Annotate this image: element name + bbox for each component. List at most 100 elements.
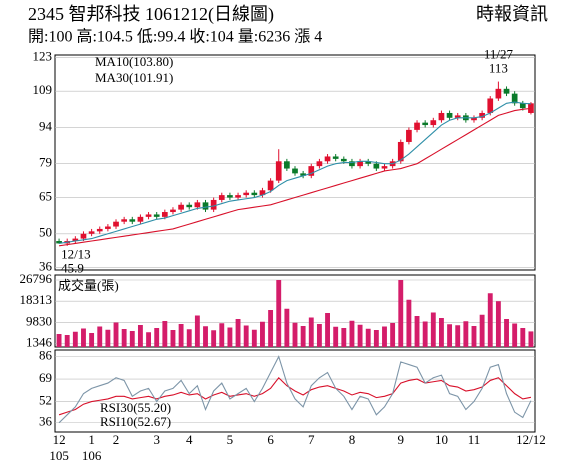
candle-body [414, 122, 420, 130]
volume-bar [406, 299, 412, 347]
volume-bar [219, 323, 225, 347]
volume-bar [251, 329, 257, 347]
volume-bar [520, 328, 526, 347]
volume-title: 成交量(張) [58, 278, 119, 293]
ma-line [58, 101, 531, 244]
rsi-line [58, 376, 532, 416]
volume-bar [292, 322, 298, 347]
candle-body [235, 195, 241, 198]
y-tick-label: 1346 [26, 335, 53, 350]
x-tick-label: 3 [153, 432, 160, 447]
candle-body [267, 180, 274, 191]
y-tick-label: 50 [39, 225, 52, 240]
x-tick-label: 12 [53, 432, 66, 447]
volume-bar [325, 313, 330, 347]
candle-body [88, 231, 95, 234]
subtitle: 開:100 高:104.5 低:99.4 收:104 量:6236 漲 4 [28, 28, 322, 46]
candle-body [80, 233, 87, 239]
y-tick-label: 69 [39, 370, 52, 385]
volume-bar [89, 333, 95, 347]
volume-bar [146, 332, 151, 347]
candle-body [438, 112, 445, 121]
volume-bar [105, 329, 111, 347]
volume-bar [235, 319, 241, 347]
volume-bar [439, 318, 444, 347]
volume-bar [504, 319, 509, 347]
volume-bar [390, 323, 396, 347]
candle-body [202, 202, 209, 210]
candle-body [300, 173, 306, 176]
volume-bar [414, 316, 420, 347]
candle-body [178, 204, 184, 210]
legend-entry: RSI10(52.67) [100, 414, 171, 429]
x-tick-label: 4 [186, 432, 193, 447]
volume-bar [72, 331, 78, 347]
candle-body [528, 103, 534, 113]
volume-bar [308, 317, 314, 347]
volume-bar [300, 326, 306, 347]
candle-body [56, 241, 62, 244]
volume-bar [260, 321, 265, 347]
candle-body [227, 195, 233, 198]
volume-bar [357, 324, 363, 347]
volume-bar [203, 326, 208, 347]
candle-body [357, 161, 363, 167]
volume-bar [243, 325, 249, 347]
y-tick-label: 9830 [26, 313, 52, 328]
volume-bar [211, 330, 217, 347]
x-tick-label: 7 [308, 432, 315, 447]
candle-body [397, 141, 404, 162]
volume-bar [170, 330, 176, 347]
candle-body [373, 163, 380, 169]
candle-body [218, 195, 225, 200]
y-tick-label: 109 [33, 82, 53, 97]
volume-bar [227, 327, 233, 347]
volume-bar [512, 323, 518, 347]
candle-body [495, 88, 502, 99]
volume-bar [455, 325, 461, 347]
candle-body [96, 228, 103, 232]
candle-body [72, 238, 79, 242]
rsi-line [58, 355, 532, 424]
volume-bar [479, 314, 485, 347]
volume-bar [276, 280, 282, 347]
volume-bar [463, 321, 469, 347]
candle-body [349, 161, 355, 167]
chart-title: 2345 智邦科技 1061212(日線圖) [28, 4, 274, 25]
volume-bar [447, 324, 453, 347]
candle-body [479, 112, 485, 118]
x-tick-label: 9 [398, 432, 405, 447]
candle-body [316, 161, 323, 167]
volume-bar [365, 328, 371, 347]
candle-body [153, 214, 160, 217]
candle-body [145, 214, 152, 217]
rsi-frame [54, 349, 536, 433]
volume-bar [333, 326, 339, 347]
volume-bar [382, 326, 387, 347]
volume-bar [341, 328, 347, 347]
ma-line [58, 107, 531, 247]
candle-body [406, 129, 412, 142]
candle-body [275, 161, 282, 181]
x-sublabel: 105 [49, 448, 69, 463]
x-tick-label: 11 [468, 432, 481, 447]
volume-bar [422, 321, 428, 347]
candle-body [210, 199, 217, 210]
candle-body [284, 161, 290, 169]
candle-body [503, 88, 510, 94]
volume-bar [398, 280, 404, 347]
volume-bar [186, 329, 192, 347]
volume-bar [528, 331, 534, 347]
volume-bar [97, 326, 103, 347]
candle-body [113, 221, 119, 227]
candle-body [170, 209, 176, 213]
volume-bar [113, 322, 119, 347]
candle-body [308, 166, 315, 176]
y-tick-label: 86 [39, 348, 53, 363]
volume-bar [56, 334, 62, 347]
volume-bar [81, 328, 86, 347]
volume-bar [154, 328, 160, 347]
y-tick-label: 36 [39, 414, 53, 429]
source: 時報資訊 [476, 4, 548, 24]
